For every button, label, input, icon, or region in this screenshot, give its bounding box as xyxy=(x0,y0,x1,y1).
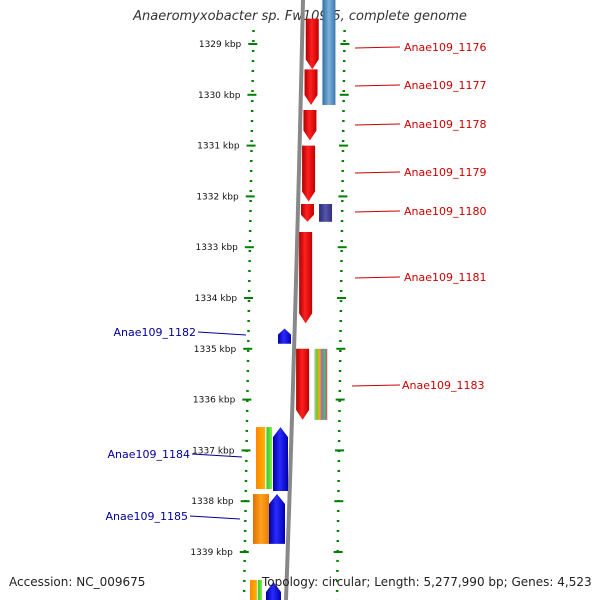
gene-arrow-forward xyxy=(304,69,318,105)
tick-label: 1329 kbp xyxy=(199,40,242,50)
cog-block-orange xyxy=(253,494,269,544)
label-leader xyxy=(189,515,241,520)
label-leader xyxy=(354,123,401,126)
feature-tracks xyxy=(250,0,336,600)
gene-arrow-forward xyxy=(296,348,310,420)
gene-arrow-forward xyxy=(300,204,314,222)
gene-arrow-forward xyxy=(303,110,317,141)
label-leader xyxy=(354,84,401,87)
tick-label: 1338 kbp xyxy=(191,497,234,507)
gene-label-forward: Anae109_1181 xyxy=(404,271,487,284)
map-title: Anaeromyxobacter sp. Fw109-5, complete g… xyxy=(133,9,467,24)
label-leader xyxy=(354,171,401,174)
tick-label: 1335 kbp xyxy=(194,345,237,355)
tick-label: 1332 kbp xyxy=(196,192,239,202)
cog-block-orange-green xyxy=(256,427,272,490)
gene-label-forward: Anae109_1176 xyxy=(404,41,487,54)
tick-label: 1333 kbp xyxy=(195,243,238,253)
gene-label-forward: Anae109_1179 xyxy=(404,166,487,179)
cog-block-multi xyxy=(314,348,328,420)
tick-label: 1339 kbp xyxy=(190,548,233,558)
gene-labels: Anae109_1176 Anae109_1177 Anae109_1178 Anae… xyxy=(106,41,487,523)
accession-text: Accession: NC_009675 xyxy=(9,575,146,589)
gene-arrow-forward xyxy=(305,18,319,70)
tick-label: 1334 kbp xyxy=(195,294,238,304)
gene-label-forward: Anae109_1178 xyxy=(404,118,487,131)
gene-arrow-reverse xyxy=(266,582,281,600)
gene-label-forward: Anae109_1177 xyxy=(404,79,487,92)
gene-label-reverse: Anae109_1185 xyxy=(106,510,189,523)
tick-label: 1337 kbp xyxy=(192,446,235,456)
scale-ticks: 1329 kbp 1330 kbp 1331 kbp 1332 kbp 1333 kbp… xyxy=(190,40,350,558)
gene-label-forward: Anae109_1183 xyxy=(402,379,485,392)
label-leader xyxy=(354,210,401,213)
label-leader xyxy=(197,331,247,336)
left-guide xyxy=(242,29,255,600)
tick-label: 1330 kbp xyxy=(198,91,241,101)
topology-text: Topology: circular; Length: 5,277,990 bp… xyxy=(262,575,592,589)
right-guide xyxy=(335,29,346,600)
label-leader xyxy=(351,384,401,387)
gene-label-reverse: Anae109_1182 xyxy=(114,326,197,339)
gene-arrow-forward xyxy=(302,145,316,202)
gene-arrow-reverse xyxy=(273,427,288,492)
cog-block-navy xyxy=(319,204,333,222)
label-leader xyxy=(191,453,243,458)
cog-block-bottom xyxy=(250,580,262,600)
tick-label: 1331 kbp xyxy=(197,142,240,152)
gene-label-forward: Anae109_1180 xyxy=(404,205,487,218)
tick-label: 1336 kbp xyxy=(193,396,236,406)
gene-arrow-reverse xyxy=(269,494,285,544)
gene-arrow-reverse xyxy=(278,328,291,344)
gene-arrow-forward xyxy=(299,231,313,324)
label-leader xyxy=(354,276,401,279)
label-leader xyxy=(354,46,401,49)
backbone-axis xyxy=(284,0,305,600)
cog-block-steel xyxy=(322,0,336,105)
gene-label-reverse: Anae109_1184 xyxy=(108,448,191,461)
